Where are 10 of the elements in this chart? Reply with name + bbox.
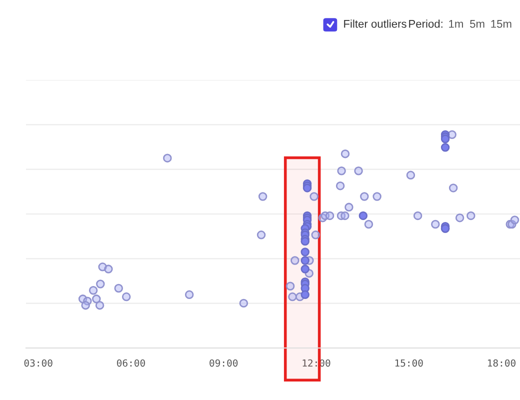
x-tick-label: 09:00 — [210, 359, 238, 367]
text: Period: — [409, 20, 442, 28]
x-tick-label: 15:00 — [395, 359, 423, 367]
text: 15m — [491, 20, 512, 28]
text: 5m — [470, 20, 484, 28]
x-tick-label: 18:00 — [488, 359, 516, 367]
x-tick-label: 03:00 — [24, 359, 52, 367]
x-tick-label: 06:00 — [116, 359, 145, 367]
text: Filter outliers — [344, 20, 406, 28]
text: 1m — [449, 20, 463, 28]
